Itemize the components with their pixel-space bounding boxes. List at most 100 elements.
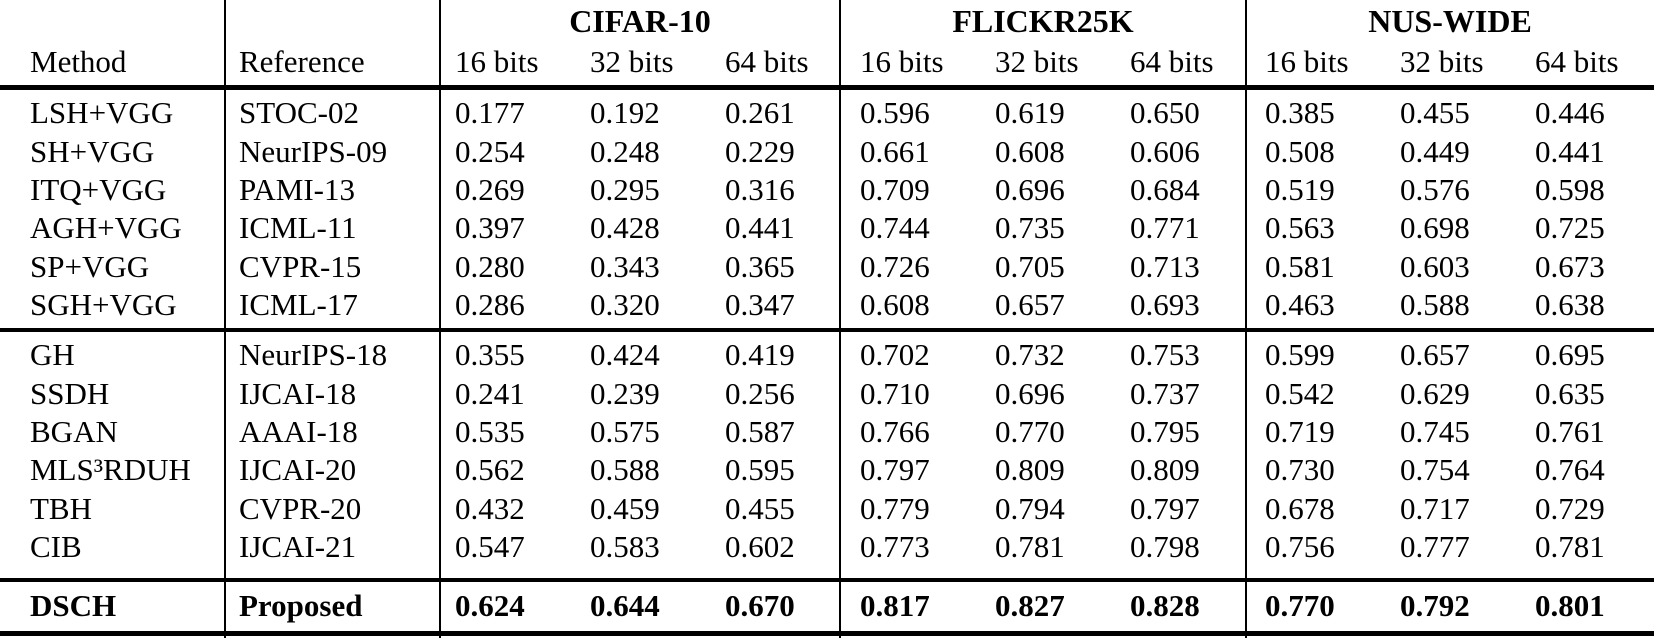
metric-value: 0.770 xyxy=(1265,588,1335,623)
metric-value: 0.629 xyxy=(1400,375,1470,411)
metric-value: 0.385 xyxy=(1265,95,1335,131)
dataset-group-label-flickr25k: FLICKR25K xyxy=(952,2,1134,39)
metric-value: 0.797 xyxy=(860,452,930,488)
reference-column-header: Reference xyxy=(239,44,365,79)
method-name: BGAN xyxy=(30,413,118,449)
metric-value: 0.753 xyxy=(1130,337,1200,373)
method-name: SSDH xyxy=(30,375,110,411)
metric-value: 0.254 xyxy=(455,133,525,169)
metric-value: 0.441 xyxy=(1535,133,1605,169)
metric-value: 0.795 xyxy=(1130,413,1200,449)
metric-value: 0.343 xyxy=(590,248,660,284)
metric-value: 0.650 xyxy=(1130,95,1200,131)
metric-value: 0.542 xyxy=(1265,375,1335,411)
metric-value: 0.828 xyxy=(1130,588,1200,623)
bits-column-header: 64 bits xyxy=(1130,44,1214,79)
bits-column-header: 16 bits xyxy=(860,44,944,79)
metric-value: 0.713 xyxy=(1130,248,1200,284)
metric-value: 0.732 xyxy=(995,337,1065,373)
metric-value: 0.608 xyxy=(860,287,930,323)
metric-value: 0.576 xyxy=(1400,171,1470,207)
metric-value: 0.595 xyxy=(725,452,795,488)
metric-value: 0.583 xyxy=(590,529,660,565)
reference-venue: ICML-17 xyxy=(239,287,358,323)
metric-value: 0.286 xyxy=(455,287,525,323)
metric-value: 0.730 xyxy=(1265,452,1335,488)
column-header-row: Method Reference 16 bits 32 bits 64 bits… xyxy=(0,40,1654,84)
metric-value: 0.797 xyxy=(1130,490,1200,526)
method-name: GH xyxy=(30,337,75,373)
metric-value: 0.355 xyxy=(455,337,525,373)
metric-value: 0.781 xyxy=(995,529,1065,565)
metric-value: 0.596 xyxy=(860,95,930,131)
metric-value: 0.705 xyxy=(995,248,1065,284)
metric-value: 0.770 xyxy=(995,413,1065,449)
shallow-methods-section: LSH+VGG STOC-02 0.177 0.192 0.261 0.596 0.619 0… xyxy=(0,94,1654,324)
proposed-divider-rule xyxy=(0,578,1654,582)
method-column-header: Method xyxy=(30,44,127,79)
metric-value: 0.599 xyxy=(1265,337,1335,373)
metric-value: 0.261 xyxy=(725,95,795,131)
metric-value: 0.766 xyxy=(860,413,930,449)
reference-venue: IJCAI-20 xyxy=(239,452,357,488)
metric-value: 0.446 xyxy=(1535,95,1605,131)
metric-value: 0.365 xyxy=(725,248,795,284)
deep-methods-section: GH NeurIPS-18 0.355 0.424 0.419 0.702 0.732 0.7… xyxy=(0,336,1654,566)
metric-value: 0.809 xyxy=(1130,452,1200,488)
metric-value: 0.256 xyxy=(725,375,795,411)
metric-value: 0.419 xyxy=(725,337,795,373)
metric-value: 0.587 xyxy=(725,413,795,449)
metric-value: 0.792 xyxy=(1400,588,1470,623)
metric-value: 0.563 xyxy=(1265,210,1335,246)
table-row: DSCH Proposed 0.624 0.644 0.670 0.817 0.827 0.8… xyxy=(0,584,1654,628)
metric-value: 0.598 xyxy=(1535,171,1605,207)
metric-value: 0.729 xyxy=(1535,490,1605,526)
metric-value: 0.726 xyxy=(860,248,930,284)
metric-value: 0.588 xyxy=(1400,287,1470,323)
metric-value: 0.432 xyxy=(455,490,525,526)
metric-value: 0.581 xyxy=(1265,248,1335,284)
table-row: CIB IJCAI-21 0.547 0.583 0.602 0.773 0.781 0.79… xyxy=(0,528,1654,566)
metric-value: 0.295 xyxy=(590,171,660,207)
reference-venue: CVPR-15 xyxy=(239,248,362,284)
metric-value: 0.624 xyxy=(455,588,525,623)
method-name: MLS³RDUH xyxy=(30,452,191,488)
bits-column-header: 64 bits xyxy=(1535,44,1619,79)
reference-venue: ICML-11 xyxy=(239,210,357,246)
bits-column-header: 32 bits xyxy=(590,44,674,79)
metric-value: 0.644 xyxy=(590,588,660,623)
metric-value: 0.635 xyxy=(1535,375,1605,411)
metric-value: 0.320 xyxy=(590,287,660,323)
metric-value: 0.744 xyxy=(860,210,930,246)
metric-value: 0.696 xyxy=(995,171,1065,207)
method-name: SP+VGG xyxy=(30,248,150,284)
reference-venue: CVPR-20 xyxy=(239,490,362,526)
metric-value: 0.455 xyxy=(725,490,795,526)
bits-column-header: 16 bits xyxy=(455,44,539,79)
metric-value: 0.745 xyxy=(1400,413,1470,449)
metric-value: 0.719 xyxy=(1265,413,1335,449)
proposed-method-section: DSCH Proposed 0.624 0.644 0.670 0.817 0.827 0.8… xyxy=(0,584,1654,628)
table-row: GH NeurIPS-18 0.355 0.424 0.419 0.702 0.732 0.7… xyxy=(0,336,1654,374)
metric-value: 0.657 xyxy=(1400,337,1470,373)
reference-venue: Proposed xyxy=(239,588,363,623)
metric-value: 0.670 xyxy=(725,588,795,623)
metric-value: 0.239 xyxy=(590,375,660,411)
metric-value: 0.725 xyxy=(1535,210,1605,246)
metric-value: 0.817 xyxy=(860,588,930,623)
metric-value: 0.761 xyxy=(1535,413,1605,449)
bits-column-header: 32 bits xyxy=(1400,44,1484,79)
method-name: TBH xyxy=(30,490,92,526)
metric-value: 0.684 xyxy=(1130,171,1200,207)
metric-value: 0.397 xyxy=(455,210,525,246)
method-name: AGH+VGG xyxy=(30,210,182,246)
metric-value: 0.535 xyxy=(455,413,525,449)
metric-value: 0.737 xyxy=(1130,375,1200,411)
metric-value: 0.695 xyxy=(1535,337,1605,373)
table-row: SGH+VGG ICML-17 0.286 0.320 0.347 0.608 0.657 0… xyxy=(0,286,1654,324)
metric-value: 0.449 xyxy=(1400,133,1470,169)
metric-value: 0.781 xyxy=(1535,529,1605,565)
metric-value: 0.441 xyxy=(725,210,795,246)
metric-value: 0.678 xyxy=(1265,490,1335,526)
table-row: BGAN AAAI-18 0.535 0.575 0.587 0.766 0.770 0.79… xyxy=(0,413,1654,451)
